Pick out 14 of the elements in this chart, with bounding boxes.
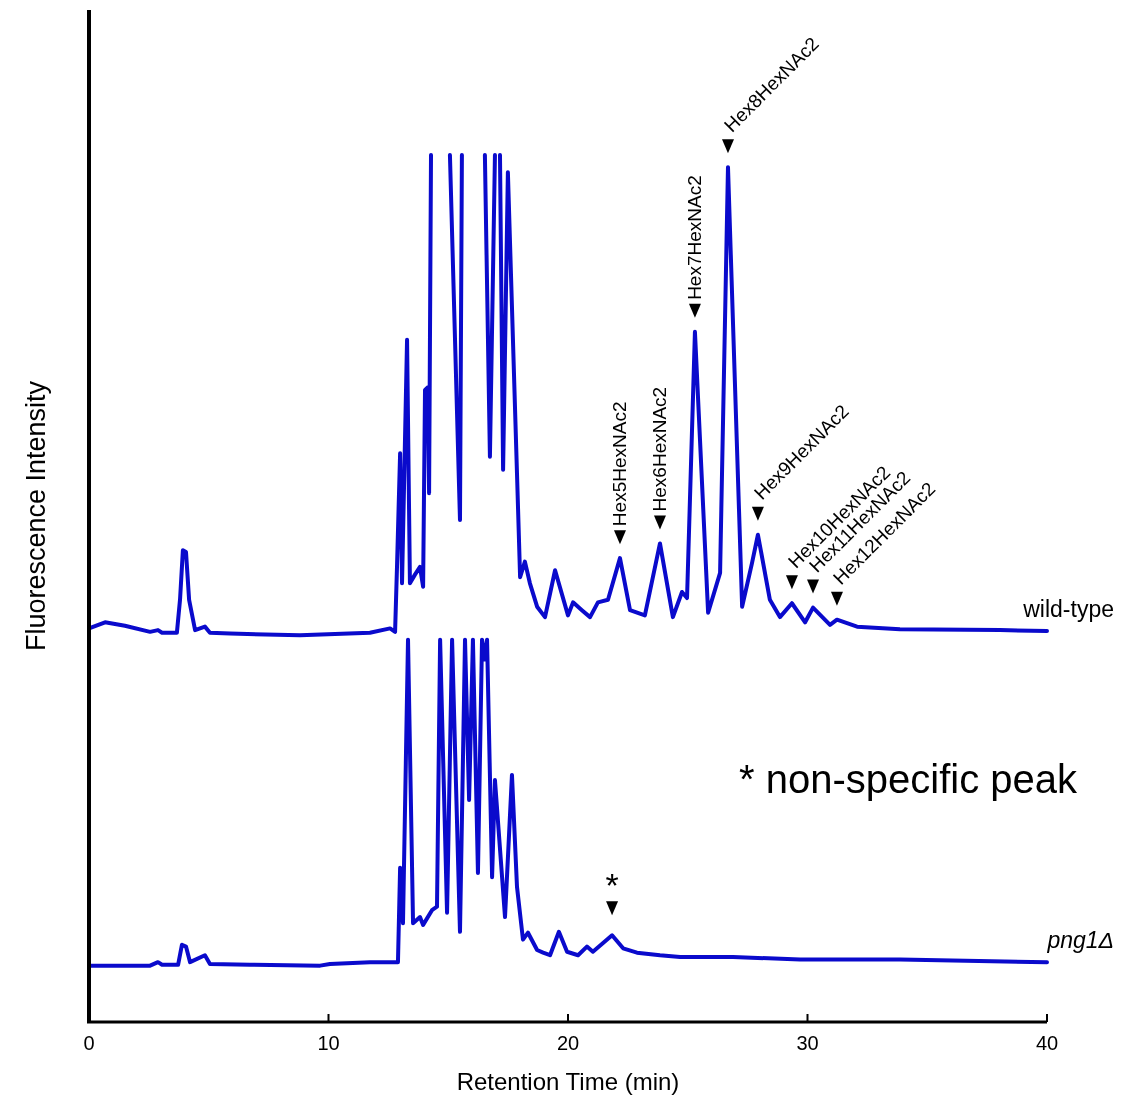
x-tick-label: 10 (317, 1032, 340, 1054)
annotation: * (605, 866, 619, 905)
annotation: * non-specific peak (739, 757, 1078, 801)
annotation: Hex5HexNAc2 (608, 401, 630, 527)
x-tick-label: 30 (796, 1032, 819, 1054)
annotation: Hex6HexNAc2 (648, 386, 670, 512)
y-axis-title: Fluorescence Intensity (21, 380, 51, 652)
series-label: png1Δ (1046, 927, 1114, 954)
x-tick-label: 40 (1035, 1032, 1059, 1054)
annotation: Hex7HexNAc2 (683, 175, 705, 300)
x-axis-title: Retention Time (min) (456, 1068, 680, 1095)
x-tick-label: 20 (556, 1032, 580, 1054)
x-tick-label: 0 (83, 1032, 95, 1054)
series-label: wild-type (1022, 595, 1114, 622)
